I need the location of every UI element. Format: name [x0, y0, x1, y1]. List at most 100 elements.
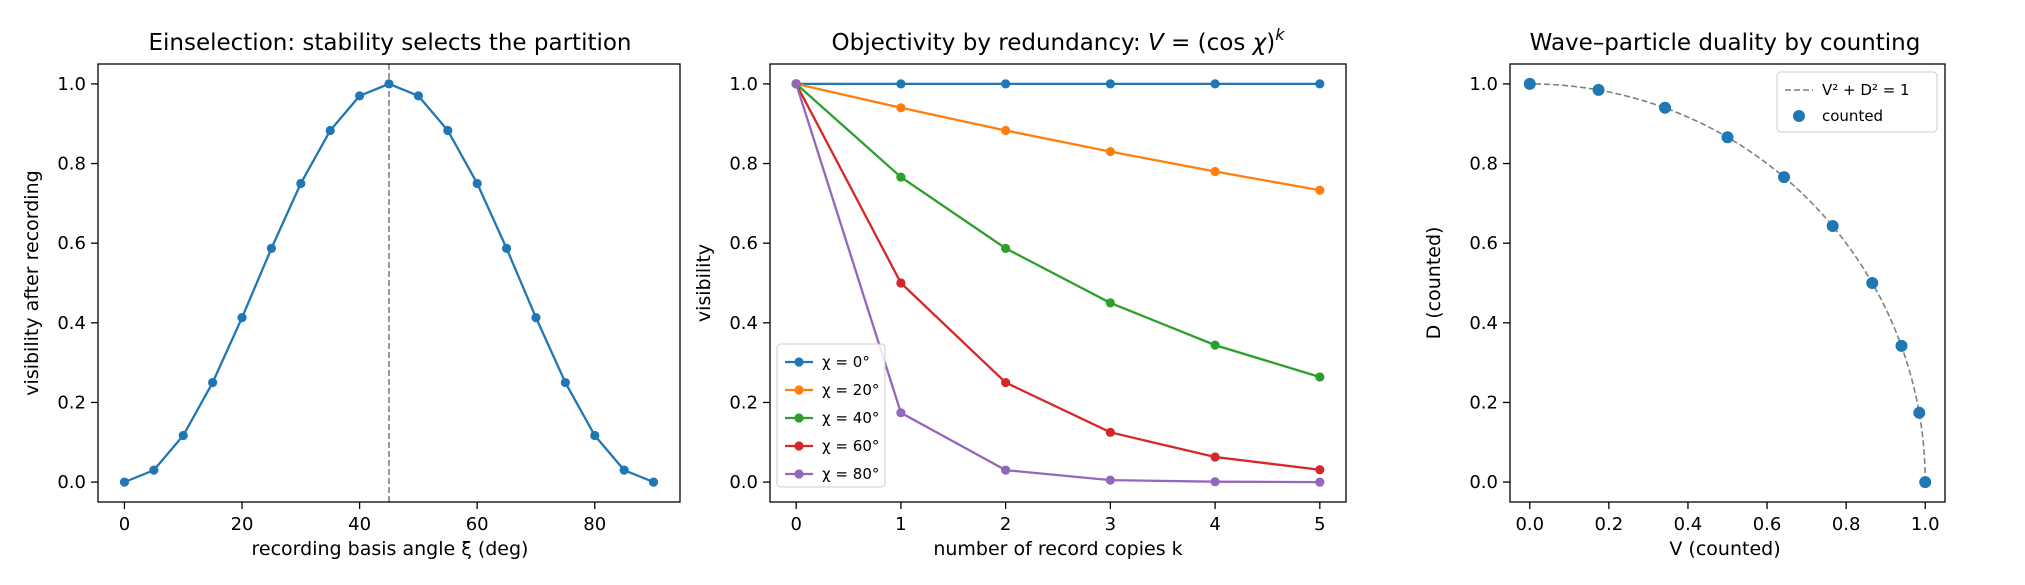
data-point — [1001, 243, 1011, 253]
chart-panel-duality: Wave–particle duality by counting V (cou… — [1423, 30, 1946, 560]
y-tick-label: 1.0 — [1469, 74, 1498, 95]
series-line — [795, 82, 1321, 192]
data-point — [355, 91, 365, 101]
data-point — [1001, 79, 1011, 89]
data-point — [1721, 131, 1734, 144]
data-point — [472, 178, 482, 189]
data-point — [1105, 79, 1115, 89]
axes-frame — [97, 63, 681, 503]
data-point — [531, 313, 541, 323]
data-point — [1105, 475, 1115, 485]
data-point — [1315, 372, 1325, 382]
x-tick-label: 3 — [1105, 514, 1116, 535]
chart-title: Wave–particle duality by counting — [1530, 30, 1921, 56]
data-point — [1315, 185, 1325, 195]
data-point — [1105, 427, 1115, 437]
x-axis-label: V (counted) — [1669, 538, 1780, 560]
data-point — [501, 243, 512, 253]
data-point — [1210, 340, 1220, 350]
data-point — [896, 172, 906, 182]
y-tick-label: 0.6 — [1469, 233, 1498, 254]
data-point — [896, 103, 906, 113]
x-tick-label: 60 — [466, 514, 489, 535]
curve-line — [1529, 83, 1927, 483]
y-tick-label: 0.2 — [57, 392, 86, 413]
series-line — [795, 83, 1320, 471]
series-line — [795, 83, 1321, 379]
data-point — [1210, 477, 1220, 487]
data-point — [266, 243, 277, 253]
y-tick-label: 1.0 — [57, 74, 86, 95]
data-point — [590, 430, 600, 441]
y-tick-label: 0.2 — [1469, 392, 1498, 413]
data-point — [791, 79, 801, 89]
data-point — [1523, 77, 1536, 90]
legend-marker — [794, 469, 804, 479]
y-tick-label: 0.2 — [729, 392, 758, 413]
data-point — [1210, 452, 1220, 462]
data-point — [296, 178, 306, 189]
x-axis-label: recording basis angle ξ (deg) — [252, 538, 529, 560]
y-tick-label: 0.8 — [1469, 154, 1498, 175]
data-point — [648, 477, 659, 487]
data-point — [149, 465, 159, 475]
x-tick-label: 1 — [895, 514, 906, 535]
data-point — [1001, 125, 1011, 136]
y-tick-label: 0.4 — [729, 313, 758, 334]
data-point — [325, 125, 335, 136]
data-point — [1913, 406, 1926, 419]
data-point — [1315, 477, 1325, 487]
legend-marker — [794, 413, 804, 423]
data-point — [1001, 465, 1011, 475]
x-axis-label: number of record copies k — [933, 538, 1182, 560]
x-tick-label: 0.4 — [1674, 514, 1703, 535]
data-point — [119, 477, 130, 487]
y-tick-label: 1.0 — [729, 74, 758, 95]
legend-label: χ = 40° — [822, 409, 879, 427]
y-axis-label: D (counted) — [1423, 227, 1445, 340]
data-point — [1210, 79, 1220, 89]
data-point — [1001, 377, 1011, 388]
legend-label: χ = 0° — [822, 353, 870, 371]
chart-title: Objectivity by redundancy: V = (cos χ)k — [831, 25, 1285, 56]
data-point — [1210, 166, 1220, 177]
data-point — [1105, 147, 1115, 157]
y-tick-label: 0.8 — [57, 154, 86, 175]
chart-title: Einselection: stability selects the part… — [148, 30, 631, 56]
y-tick-label: 0.0 — [1469, 472, 1498, 493]
data-point — [413, 91, 423, 101]
legend-marker — [794, 385, 804, 395]
legend-label: χ = 80° — [822, 465, 879, 483]
legend-label: V² + D² = 1 — [1822, 81, 1910, 99]
legend: V² + D² = 1 counted — [1776, 71, 1938, 133]
legend: χ = 0° χ = 20° χ = 40° χ = 60° χ = 80° — [776, 343, 886, 488]
y-tick-label: 0.6 — [729, 233, 758, 254]
axes-frame — [1509, 63, 1946, 503]
data-point — [237, 313, 247, 323]
data-point — [443, 125, 453, 136]
data-point — [560, 377, 570, 388]
x-tick-label: 0.8 — [1832, 514, 1861, 535]
y-axis-label: visibility — [693, 244, 715, 322]
axes-frame — [769, 63, 1347, 503]
y-tick-label: 0.4 — [57, 313, 86, 334]
data-point — [208, 377, 218, 388]
x-tick-label: 80 — [583, 514, 606, 535]
y-tick-label: 0.4 — [1469, 313, 1498, 334]
y-tick-label: 0.6 — [57, 233, 86, 254]
data-point — [1315, 465, 1325, 475]
legend-marker — [794, 357, 804, 367]
legend-label: χ = 60° — [822, 437, 879, 455]
legend-label: counted — [1822, 107, 1883, 125]
legend-box — [1776, 71, 1938, 133]
x-tick-label: 1.0 — [1911, 514, 1940, 535]
x-tick-label: 40 — [348, 514, 371, 535]
x-tick-label: 20 — [231, 514, 254, 535]
legend-box — [776, 343, 886, 488]
x-tick-label: 0 — [790, 514, 801, 535]
x-tick-label: 0 — [119, 514, 130, 535]
chart-panel-objectivity: Objectivity by redundancy: V = (cos χ)k … — [693, 25, 1347, 560]
